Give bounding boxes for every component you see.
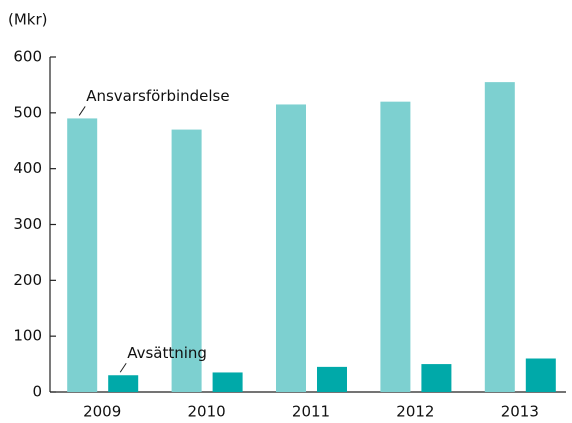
y-tick-label: 100 — [13, 327, 42, 345]
x-tick-label: 2012 — [396, 403, 434, 421]
y-tick-label: 200 — [13, 271, 42, 289]
bar — [380, 101, 411, 393]
y-tick-label: 0 — [32, 383, 42, 401]
series-label: Avsättning — [127, 344, 207, 362]
bar — [108, 375, 139, 392]
y-tick-label: 600 — [13, 48, 42, 66]
bar — [171, 129, 202, 393]
bar — [484, 82, 515, 392]
y-axis-label: (Mkr) — [8, 11, 48, 29]
bar — [212, 372, 243, 392]
x-tick-label: 2009 — [83, 403, 121, 421]
bar — [276, 104, 306, 392]
leader-line — [119, 362, 127, 373]
x-tick-label: 2010 — [188, 403, 226, 421]
x-tick-label: 2013 — [501, 403, 539, 421]
x-tick-label: 2011 — [292, 403, 330, 421]
bar — [67, 118, 98, 393]
leader-line — [78, 106, 86, 116]
y-tick-label: 500 — [13, 103, 42, 121]
y-tick-label: 300 — [13, 215, 42, 233]
bar — [525, 358, 556, 392]
bar — [421, 364, 452, 392]
bar — [317, 366, 347, 392]
y-tick-label: 400 — [13, 159, 42, 177]
series-label: Ansvarsförbindelse — [86, 87, 229, 105]
